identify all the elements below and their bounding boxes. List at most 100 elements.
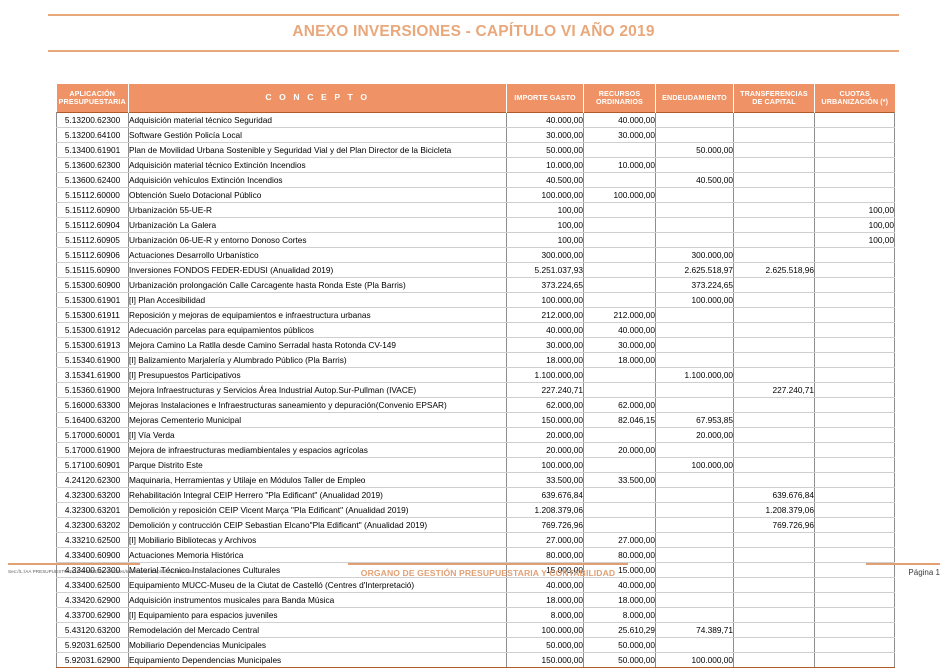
cell-cuotas-urbanizacion [814,352,895,368]
cell-transferencias-de-capital [733,652,815,668]
cell-concepto: [I] Plan Accesibilidad [128,292,507,308]
cell-concepto: [I] Mobiliario Bibliotecas y Archivos [128,532,507,548]
cell-aplicacion-presupuestaria: 4.32300.63202 [56,517,129,533]
cell-aplicacion-presupuestaria: 4.33700.62900 [56,607,129,623]
cell-recursos-ordinarios [583,142,656,158]
cell-transferencias-de-capital [733,412,815,428]
cell-aplicacion-presupuestaria: 5.15300.61912 [56,322,129,338]
cell-endeudamiento [655,592,734,608]
column-header-cuotas-urbanizacion: CUOTAS URBANIZACIÓN (*) [814,84,895,113]
cell-concepto: Demolición y contrucción CEIP Sebastian … [128,517,507,533]
cell-aplicacion-presupuestaria: 4.33400.60900 [56,547,129,563]
cell-importe-gasto: 100,00 [506,202,584,218]
cell-concepto: Actuaciones Memoria Histórica [128,547,507,563]
cell-cuotas-urbanizacion [814,487,895,503]
footer-page-number: Página 1 [908,568,940,577]
cell-importe-gasto: 100.000,00 [506,457,584,473]
cell-concepto: Urbanización 55-UE-R [128,202,507,218]
page-title: ANEXO INVERSIONES - CAPÍTULO VI AÑO 2019 [292,23,655,40]
cell-recursos-ordinarios: 30.000,00 [583,337,656,353]
table-row: 5.92031.62500 Mobiliario Dependencias Mun… [56,637,895,653]
cell-cuotas-urbanizacion [814,547,895,563]
cell-transferencias-de-capital [733,157,815,173]
column-header-concepto: C O N C E P T O [128,84,507,113]
cell-transferencias-de-capital [733,172,815,188]
cell-endeudamiento [655,307,734,323]
header-line-2: DE CAPITAL [752,97,796,106]
table-row: 5.17100.60901 Parque Distrito Este 100.000… [56,457,895,473]
cell-recursos-ordinarios: 82.046,15 [583,412,656,428]
cell-endeudamiento: 2.625.518,97 [655,262,734,278]
header-line-1: CUOTAS [839,88,870,98]
cell-importe-gasto: 15.000,00 [506,562,584,578]
cell-cuotas-urbanizacion [814,292,895,308]
cell-concepto: Mejora Camino La Ratlla desde Camino Ser… [128,337,507,353]
cell-concepto: Obtención Suelo Dotacional Público [128,187,507,203]
cell-aplicacion-presupuestaria: 5.15300.61901 [56,292,129,308]
cell-transferencias-de-capital [733,292,815,308]
cell-endeudamiento [655,217,734,233]
cell-cuotas-urbanizacion [814,307,895,323]
cell-cuotas-urbanizacion [814,652,895,668]
cell-concepto: Material Técnico Instalaciones Culturale… [128,562,507,578]
cell-recursos-ordinarios: 50.000,00 [583,652,656,668]
table-row: 5.15300.61913 Mejora Camino La Ratlla des… [56,337,895,353]
cell-cuotas-urbanizacion [814,532,895,548]
cell-cuotas-urbanizacion [814,247,895,263]
cell-cuotas-urbanizacion [814,112,895,128]
cell-concepto: [I] Vía Verda [128,427,507,443]
cell-recursos-ordinarios: 80.000,00 [583,547,656,563]
cell-concepto: Adquisición material técnico Seguridad [128,112,507,128]
cell-transferencias-de-capital [733,442,815,458]
cell-endeudamiento: 100.000,00 [655,292,734,308]
cell-cuotas-urbanizacion [814,607,895,623]
cell-importe-gasto: 62.000,00 [506,397,584,413]
cell-transferencias-de-capital [733,337,815,353]
cell-concepto: Urbanización La Galera [128,217,507,233]
cell-endeudamiento [655,502,734,518]
cell-endeudamiento [655,382,734,398]
cell-transferencias-de-capital [733,397,815,413]
table-row: 5.15300.60900 Urbanización prolongación C… [56,277,895,293]
page-footer: Sec://L:/AA PRESUPUESTO 2019 G-36037/Inv… [0,563,947,593]
cell-recursos-ordinarios [583,517,656,533]
cell-recursos-ordinarios [583,292,656,308]
cell-importe-gasto: 20.000,00 [506,427,584,443]
table-body: 5.13200.62300 Adquisición material técnic… [56,112,895,668]
cell-importe-gasto: 100,00 [506,217,584,233]
header-line-1: APLICACIÓN [69,88,116,98]
cell-importe-gasto: 100.000,00 [506,292,584,308]
cell-aplicacion-presupuestaria: 5.16400.63200 [56,412,129,428]
cell-cuotas-urbanizacion [814,157,895,173]
cell-aplicacion-presupuestaria: 5.92031.62500 [56,637,129,653]
cell-concepto: Adquisición material técnico Extinción I… [128,157,507,173]
cell-recursos-ordinarios: 100.000,00 [583,187,656,203]
footer-rule-center [348,563,628,565]
cell-importe-gasto: 30.000,00 [506,127,584,143]
cell-aplicacion-presupuestaria: 5.13200.64100 [56,127,129,143]
table-row: 5.92031.62900 Equipamiento Dependencias M… [56,652,895,668]
cell-endeudamiento [655,352,734,368]
cell-aplicacion-presupuestaria: 5.17100.60901 [56,457,129,473]
cell-aplicacion-presupuestaria: 5.16000.63300 [56,397,129,413]
table-row: 5.16000.63300 Mejoras Instalaciones e Inf… [56,397,895,413]
cell-cuotas-urbanizacion: 100,00 [814,202,895,218]
cell-cuotas-urbanizacion [814,382,895,398]
table-row: 5.15112.60905 Urbanización 06-UE-R y ento… [56,232,895,248]
cell-concepto: Urbanización prolongación Calle Carcagen… [128,277,507,293]
cell-aplicacion-presupuestaria: 4.24120.62300 [56,472,129,488]
cell-aplicacion-presupuestaria: 4.32300.63200 [56,487,129,503]
cell-transferencias-de-capital [733,202,815,218]
cell-importe-gasto: 8.000,00 [506,607,584,623]
cell-transferencias-de-capital: 769.726,96 [733,517,815,533]
cell-importe-gasto: 5.251.037,93 [506,262,584,278]
cell-importe-gasto: 18.000,00 [506,592,584,608]
cell-aplicacion-presupuestaria: 4.33420.62900 [56,592,129,608]
cell-transferencias-de-capital [733,187,815,203]
investments-table: APLICACIÓN PRESUPUESTARIA C O N C E P T … [56,84,895,668]
cell-cuotas-urbanizacion [814,577,895,593]
cell-concepto: Mobiliario Dependencias Municipales [128,637,507,653]
cell-transferencias-de-capital [733,622,815,638]
cell-cuotas-urbanizacion [814,397,895,413]
header-line-2: ORDINARIOS [596,97,643,106]
